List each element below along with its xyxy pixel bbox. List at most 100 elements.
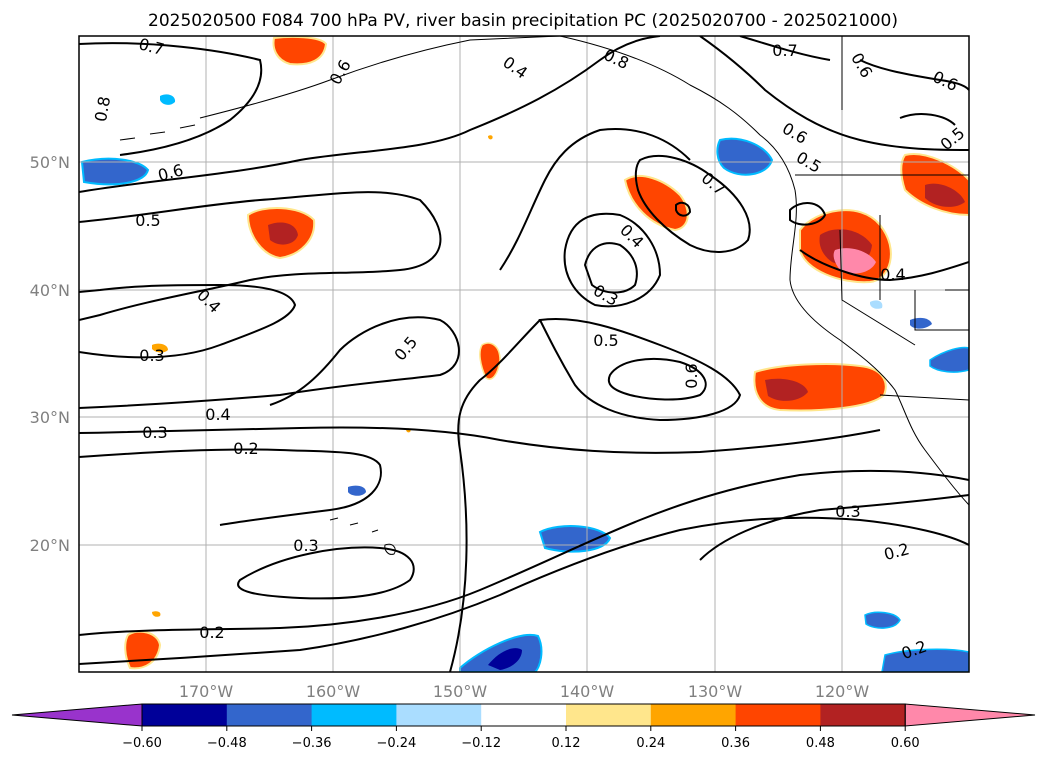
contour-label: 0.3: [139, 346, 164, 365]
colorbar-cell: [735, 704, 821, 726]
contour-line: [634, 155, 751, 253]
contour-label: 0.6: [326, 56, 355, 88]
colorbar-tick-label: 0.24: [636, 736, 665, 751]
lat-tick-label: 30°N: [30, 408, 70, 427]
shade-negative: [80, 157, 150, 186]
contour-label: 0.4: [880, 265, 905, 284]
lon-tick-label: 120°W: [815, 682, 870, 701]
colorbar-tick-label: 0.60: [891, 736, 920, 751]
shade-positive: [765, 378, 808, 401]
lat-tick-label: 50°N: [30, 153, 70, 172]
contour-line: [449, 319, 541, 672]
colorbar-tick-label: −0.24: [376, 736, 416, 751]
contour-line: [237, 546, 415, 600]
colorbar-extension-low: [11, 703, 143, 727]
colorbar-frame: [141, 703, 906, 727]
contour-label: 0.3: [835, 502, 860, 521]
shade-positive: [623, 175, 689, 232]
contour-label: 0.5: [135, 211, 160, 230]
contour-label: 0.8: [91, 95, 114, 123]
colorbar-tick-label: 0.36: [721, 736, 750, 751]
colorbar-cell: [142, 704, 228, 726]
contour-line: [699, 36, 969, 151]
lat-tick-labels: 50°N 40°N 30°N 20°N: [30, 153, 70, 555]
contour-label: 0.7: [772, 41, 797, 60]
contour-line: [79, 283, 297, 359]
colorbar-tick-label: −0.48: [207, 736, 247, 751]
contour-line: [79, 191, 442, 321]
figure-title: 2025020500 F084 700 hPa PV, river basin …: [148, 11, 898, 31]
colorbar-cells: [11, 703, 1036, 727]
lon-tick-label: 150°W: [433, 682, 488, 701]
lon-tick-label: 130°W: [688, 682, 743, 701]
pv-contours: [79, 36, 969, 672]
shade-positive: [272, 36, 328, 66]
coastline-alaska: [199, 36, 561, 119]
shade-positive: [833, 248, 876, 274]
contour-label: 0.4: [205, 405, 230, 424]
contour-label: 0.5: [793, 148, 825, 177]
contour-label: 0.2: [233, 439, 258, 458]
contour-line: [79, 36, 661, 193]
contour-label: 0.4: [499, 52, 531, 82]
contour-line: [859, 59, 969, 91]
colorbar-tick-label: −0.36: [292, 736, 332, 751]
contour-label: 0.3: [142, 423, 167, 442]
contour-label: 0.7: [137, 34, 167, 59]
border-states: [839, 36, 969, 346]
colorbar-tick-label: −0.60: [122, 736, 162, 751]
shade-negative: [348, 485, 366, 496]
contour-line: [79, 426, 881, 454]
contour-line: [607, 357, 707, 401]
contour-line: [583, 242, 638, 294]
shade-negative: [881, 648, 969, 672]
colorbar-cell: [566, 704, 652, 726]
contour-label: 0.4: [616, 220, 647, 251]
contour-line: [79, 316, 460, 409]
island-chain: [119, 124, 196, 141]
colorbar-extension-high: [904, 703, 1036, 727]
contour-label: 0.2: [882, 539, 912, 564]
shade-positive: [488, 135, 493, 140]
colorbar-cell: [820, 704, 906, 726]
colorbar: −0.60 −0.48 −0.36 −0.24 −0.12 0.12 0.24 0.36 0.4…: [11, 703, 1036, 751]
lat-tick-label: 20°N: [30, 536, 70, 555]
colorbar-tick-label: 0.48: [806, 736, 835, 751]
colorbar-cell: [481, 704, 567, 726]
contour-line: [789, 202, 827, 226]
contour-line: [799, 249, 969, 282]
shade-negative: [160, 94, 176, 105]
shade-positive: [268, 222, 298, 245]
shade-positive: [479, 342, 501, 380]
contour-label: 0.5: [593, 331, 618, 350]
contour-label: 0.2: [199, 623, 224, 642]
shade-negative: [910, 317, 932, 329]
coastline-gulf-alaska: [559, 36, 796, 191]
shade-positive: [152, 343, 168, 353]
map-area: 0.7 0.8 0.6 0.5 0.4 0.3 0.3 0.2 0.4 0.3 …: [79, 34, 969, 672]
shade-negative: [488, 648, 522, 670]
colorbar-cell: [226, 704, 313, 726]
contour-label: 0.7: [698, 168, 730, 199]
contour-line: [563, 212, 662, 308]
contour-label: 0.3: [293, 536, 318, 555]
colorbar-cell: [396, 704, 482, 726]
contour-label: 0.6: [779, 119, 811, 148]
shade-positive: [152, 611, 161, 617]
border-mexico: [879, 394, 969, 401]
contour-line: [538, 318, 742, 422]
colorbar-cell: [650, 704, 737, 726]
lon-tick-label: 140°W: [560, 682, 615, 701]
colorbar-tick-label: 0.12: [552, 736, 581, 751]
contour-line: [79, 42, 263, 156]
precipitation-shading: [80, 36, 969, 672]
hawaii: [329, 517, 396, 555]
lon-tick-labels: 170°W 160°W 150°W 140°W 130°W 120°W: [179, 682, 870, 701]
coastline-west-coast: [789, 189, 969, 506]
contour-line: [899, 113, 956, 126]
colorbar-cell: [311, 704, 397, 726]
graticule: [79, 36, 969, 672]
shade-positive: [124, 630, 162, 670]
colorbar-tick-label: −0.12: [461, 736, 501, 751]
